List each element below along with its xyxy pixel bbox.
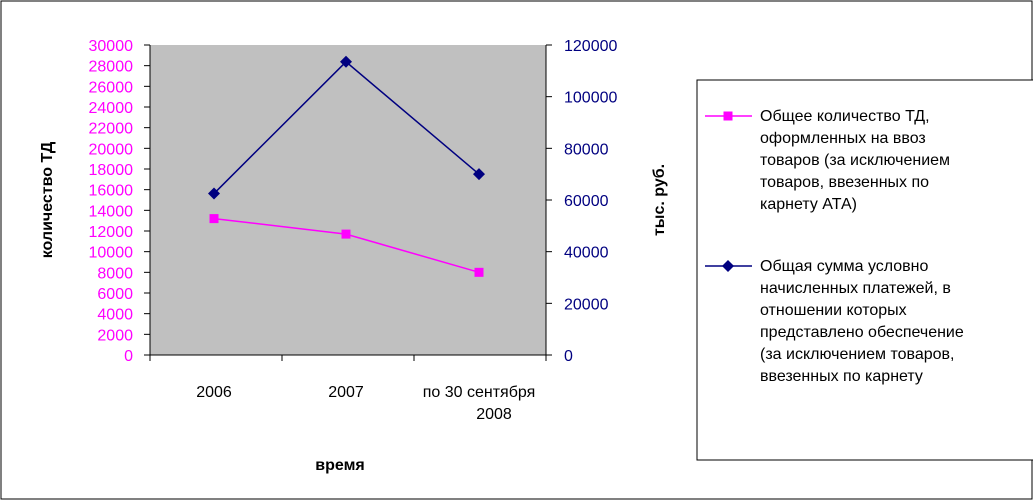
left-tick-label: 2000: [97, 327, 133, 344]
right-tick-label: 60000: [564, 193, 609, 210]
right-tick-label: 40000: [564, 245, 609, 262]
legend-label-line: начисленных платежей, в: [760, 280, 951, 297]
data-point-diamond: [208, 187, 220, 200]
left-tick-label: 6000: [97, 286, 133, 303]
left-tick-label: 0: [124, 348, 133, 365]
x-tick-label-line: 2006: [196, 384, 232, 401]
x-axis-title: время: [315, 457, 364, 474]
left-y-axis-title: количество ТД: [39, 141, 56, 258]
left-tick-label: 12000: [89, 224, 134, 241]
data-point-diamond: [473, 168, 485, 181]
left-tick-label: 10000: [89, 245, 134, 262]
legend-label-line: представлено обеспечение: [760, 324, 964, 341]
left-tick-label: 16000: [89, 183, 134, 200]
legend-label-line: товаров, ввезенных по: [760, 174, 929, 191]
left-tick-label: 18000: [89, 162, 134, 179]
legend-label-line: Общая сумма условно: [760, 258, 929, 275]
legend-label-line: карнету АТА): [760, 196, 857, 213]
left-tick-label: 26000: [89, 79, 134, 96]
legend-box: [696, 79, 1033, 461]
right-tick-label: 80000: [564, 141, 609, 158]
left-tick-label: 8000: [97, 265, 133, 282]
data-point-square: [474, 267, 484, 277]
left-tick-label: 30000: [89, 38, 134, 55]
right-tick-label: 100000: [564, 90, 617, 107]
x-tick-label: 2007: [328, 384, 364, 401]
right-tick-label: 20000: [564, 296, 609, 313]
left-tick-label: 22000: [89, 121, 134, 138]
x-tick-label-line: 2007: [328, 384, 364, 401]
x-tick-label: 2006: [196, 384, 232, 401]
right-tick-label: 0: [564, 348, 573, 365]
legend: Общее количество ТД, оформленных на ввоз т…: [696, 79, 1033, 461]
data-point-square: [341, 229, 351, 239]
series-layer: [208, 55, 485, 277]
legend-marker-square: [723, 111, 733, 121]
x-tick-label-line: по 30 сентября: [423, 384, 536, 401]
left-tick-label: 24000: [89, 100, 134, 117]
legend-label-line: отношении которых: [760, 302, 907, 319]
right-y-axis: 0 20000 40000 60000 80000 100000 120000: [545, 38, 617, 365]
left-tick-label: 4000: [97, 307, 133, 324]
x-tick-label: по 30 сентября 2008: [423, 384, 536, 423]
x-tick-label-line: 2008: [476, 406, 512, 423]
right-y-axis-title: тыс. руб.: [651, 164, 668, 236]
legend-label-line: товаров (за исключением: [760, 152, 950, 169]
legend-label-2: Общая сумма условно начисленных платежей,…: [760, 258, 964, 385]
left-y-axis: 0 2000 4000 6000 8000 10000 12000 14000 16000 180…: [89, 38, 151, 365]
data-point-square: [209, 214, 219, 224]
left-tick-label: 20000: [89, 141, 134, 158]
left-tick-label: 14000: [89, 203, 134, 220]
x-axis: 2006 2007 по 30 сентября 2008: [149, 354, 547, 423]
legend-label-1: Общее количество ТД, оформленных на ввоз т…: [760, 108, 950, 213]
left-tick-label: 28000: [89, 59, 134, 76]
plot-background: [150, 45, 546, 355]
right-tick-label: 120000: [564, 38, 617, 55]
legend-label-line: ввезенных по карнету: [760, 368, 923, 385]
legend-label-line: (за исключением товаров,: [760, 346, 954, 363]
data-point-diamond: [340, 55, 352, 68]
legend-marker-diamond: [722, 260, 734, 272]
legend-label-line: оформленных на ввоз: [760, 130, 926, 147]
legend-label-line: Общее количество ТД,: [760, 108, 930, 125]
